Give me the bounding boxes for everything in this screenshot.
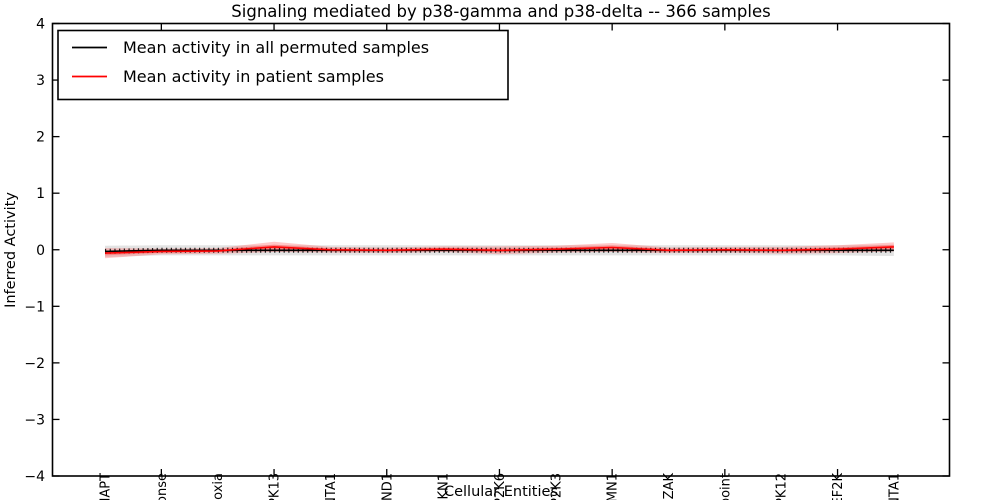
x-tick-label: p38 gamma/SNTA1	[887, 473, 902, 500]
y-tick-label: 0	[36, 243, 45, 259]
x-tick-label: ZAK	[662, 473, 677, 500]
x-tick-label: EEF2K	[831, 473, 846, 500]
x-tick-label: CCND1	[380, 473, 395, 500]
x-tick-label: SNTA1	[324, 473, 339, 500]
x-tick-label: MAPK12	[775, 473, 790, 500]
y-tick-label: 3	[36, 73, 45, 89]
x-tick-label: MAPT	[99, 473, 114, 500]
y-axis-label: Inferred Activity	[3, 192, 19, 308]
y-tick-label: −4	[24, 469, 45, 485]
chart-title: Signaling mediated by p38-gamma and p38-…	[231, 2, 770, 21]
y-tick-label: 2	[36, 130, 45, 146]
x-tick-label: MAPK13	[268, 473, 283, 500]
patient-mean-line	[104, 246, 894, 254]
x-tick-label: response to hypoxia	[211, 473, 226, 500]
y-tick-label: −3	[24, 412, 45, 428]
legend-label-patient: Mean activity in patient samples	[123, 67, 384, 86]
x-tick-label: hyperosmotic response	[155, 473, 170, 500]
y-tick-label: −1	[24, 299, 45, 315]
legend: Mean activity in all permuted samples Me…	[57, 29, 509, 101]
legend-box	[57, 29, 509, 101]
x-axis-label: Cellular Entities	[444, 484, 558, 500]
plot-area	[104, 241, 894, 259]
x-tick-label: STMN1	[606, 473, 621, 500]
x-tick-label: MAP2K3	[549, 473, 564, 500]
legend-label-permuted: Mean activity in all permuted samples	[123, 38, 429, 57]
y-tick-label: −2	[24, 356, 45, 372]
y-tick-label: 1	[36, 186, 45, 202]
y-tick-label: 4	[36, 17, 45, 33]
x-tick-label: PKN1	[437, 473, 452, 500]
axis-ticks: −4 −3 −2 −1 0 1 2 3 4 MAPT hyperosmotic response re…	[24, 17, 950, 500]
x-tick-label: MAP2K6	[493, 473, 508, 500]
x-tick-label: G2/M transition checkpoint	[718, 473, 733, 500]
